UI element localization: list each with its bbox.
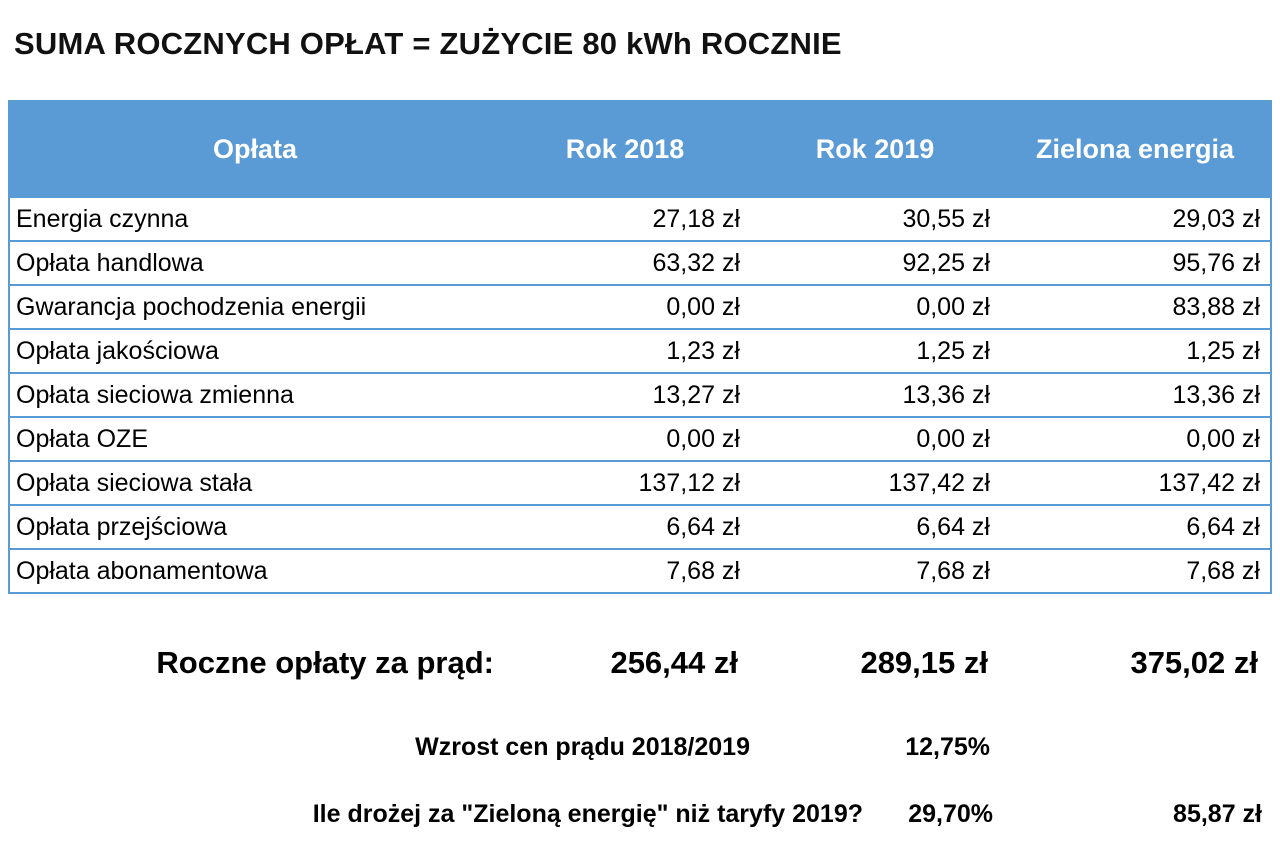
cell-zielona-energia: 95,76 zł bbox=[1172, 248, 1260, 277]
cell-rok-2018: 137,12 zł bbox=[638, 468, 740, 497]
table-row: Opłata handlowa 63,32 zł 92,25 zł 95,76 … bbox=[10, 240, 1270, 284]
cell-rok-2019: 30,55 zł bbox=[902, 204, 990, 233]
cell-rok-2019: 92,25 zł bbox=[902, 248, 990, 277]
table-row: Opłata abonamentowa 7,68 zł 7,68 zł 7,68… bbox=[10, 548, 1270, 592]
row-label: Energia czynna bbox=[16, 204, 189, 233]
column-header-oplata: Opłata bbox=[212, 133, 298, 164]
annual-totals-label: Roczne opłaty za prąd: bbox=[156, 645, 494, 680]
cell-zielona-energia: 7,68 zł bbox=[1186, 556, 1260, 585]
charges-table: Opłata Rok 2018 Rok 2019 Zielona energia… bbox=[8, 100, 1272, 594]
green-energy-diff-percent: 29,70% bbox=[908, 800, 993, 828]
cell-zielona-energia: 83,88 zł bbox=[1172, 292, 1260, 321]
cell-rok-2019: 137,42 zł bbox=[888, 468, 990, 497]
column-header-zielona-energia: Zielona energia bbox=[1035, 133, 1235, 164]
table-row: Opłata OZE 0,00 zł 0,00 zł 0,00 zł bbox=[10, 416, 1270, 460]
cell-rok-2018: 1,23 zł bbox=[666, 336, 740, 365]
table-row: Energia czynna 27,18 zł 30,55 zł 29,03 z… bbox=[10, 196, 1270, 240]
total-rok-2019: 289,15 zł bbox=[860, 645, 988, 680]
cell-rok-2018: 0,00 zł bbox=[666, 292, 740, 321]
green-energy-diff-label: Ile drożej za "Zieloną energię" niż tary… bbox=[312, 800, 863, 828]
cell-zielona-energia: 13,36 zł bbox=[1172, 380, 1260, 409]
green-energy-diff-row: Ile drożej za "Zieloną energię" niż tary… bbox=[8, 800, 1272, 829]
price-increase-label: Wzrost cen prądu 2018/2019 bbox=[415, 733, 750, 761]
cell-rok-2019: 1,25 zł bbox=[916, 336, 990, 365]
cell-zielona-energia: 29,03 zł bbox=[1172, 204, 1260, 233]
cell-rok-2018: 27,18 zł bbox=[652, 204, 740, 233]
cell-rok-2019: 7,68 zł bbox=[916, 556, 990, 585]
table-header-row: Opłata Rok 2018 Rok 2019 Zielona energia bbox=[10, 102, 1270, 196]
total-zielona-energia: 375,02 zł bbox=[1130, 645, 1258, 680]
table-row: Opłata sieciowa stała 137,12 zł 137,42 z… bbox=[10, 460, 1270, 504]
cell-zielona-energia: 137,42 zł bbox=[1158, 468, 1260, 497]
row-label: Opłata handlowa bbox=[16, 248, 204, 277]
column-header-rok-2019: Rok 2019 bbox=[815, 133, 935, 164]
cell-rok-2019: 0,00 zł bbox=[916, 424, 990, 453]
cell-rok-2019: 0,00 zł bbox=[916, 292, 990, 321]
cell-rok-2019: 13,36 zł bbox=[902, 380, 990, 409]
total-rok-2018: 256,44 zł bbox=[610, 645, 738, 680]
green-energy-diff-value: 85,87 zł bbox=[1173, 800, 1262, 828]
cell-rok-2019: 6,64 zł bbox=[916, 512, 990, 541]
row-label: Opłata sieciowa stała bbox=[16, 468, 253, 497]
row-label: Opłata OZE bbox=[16, 424, 148, 453]
cell-zielona-energia: 0,00 zł bbox=[1186, 424, 1260, 453]
table-row: Gwarancja pochodzenia energii 0,00 zł 0,… bbox=[10, 284, 1270, 328]
table-row: Opłata przejściowa 6,64 zł 6,64 zł 6,64 … bbox=[10, 504, 1270, 548]
row-label: Opłata jakościowa bbox=[16, 336, 219, 365]
cell-rok-2018: 0,00 zł bbox=[666, 424, 740, 453]
row-label: Opłata przejściowa bbox=[16, 512, 228, 541]
cell-zielona-energia: 6,64 zł bbox=[1186, 512, 1260, 541]
cell-zielona-energia: 1,25 zł bbox=[1186, 336, 1260, 365]
price-increase-value: 12,75% bbox=[905, 733, 990, 761]
cell-rok-2018: 7,68 zł bbox=[666, 556, 740, 585]
column-header-rok-2018: Rok 2018 bbox=[565, 133, 685, 164]
price-increase-row: Wzrost cen prądu 2018/2019 12,75% bbox=[8, 733, 1272, 762]
table-row: Opłata sieciowa zmienna 13,27 zł 13,36 z… bbox=[10, 372, 1270, 416]
row-label: Gwarancja pochodzenia energii bbox=[16, 292, 367, 321]
annual-totals-row: Roczne opłaty za prąd: 256,44 zł 289,15 … bbox=[8, 645, 1272, 681]
row-label: Opłata abonamentowa bbox=[16, 556, 268, 585]
page-title: SUMA ROCZNYCH OPŁAT = ZUŻYCIE 80 kWh ROC… bbox=[14, 26, 842, 61]
cell-rok-2018: 6,64 zł bbox=[666, 512, 740, 541]
cell-rok-2018: 63,32 zł bbox=[652, 248, 740, 277]
cell-rok-2018: 13,27 zł bbox=[652, 380, 740, 409]
table-row: Opłata jakościowa 1,23 zł 1,25 zł 1,25 z… bbox=[10, 328, 1270, 372]
row-label: Opłata sieciowa zmienna bbox=[16, 380, 294, 409]
